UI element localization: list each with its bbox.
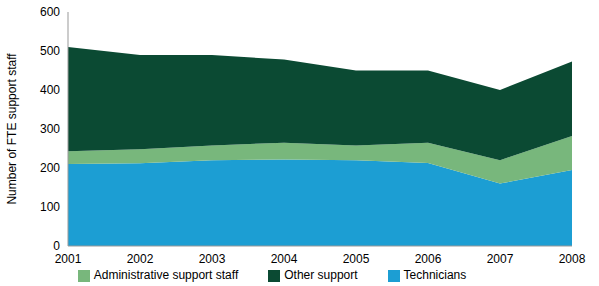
svg-text:2008: 2008 [559, 252, 586, 266]
svg-text:2003: 2003 [199, 252, 226, 266]
svg-text:Number of FTE support staff: Number of FTE support staff [8, 53, 19, 205]
svg-text:500: 500 [40, 44, 60, 58]
html-text:Technicians: Technicians [403, 268, 467, 282]
svg-text:0: 0 [53, 239, 60, 253]
svg-text:600: 600 [40, 5, 60, 19]
svg-text:2006: 2006 [415, 252, 442, 266]
svg-text:2001: 2001 [55, 252, 82, 266]
html-text:Other support: Other support [284, 268, 358, 282]
svg-text:100: 100 [40, 200, 60, 214]
svg-text:2002: 2002 [127, 252, 154, 266]
svg-text:300: 300 [40, 122, 60, 136]
svg-text:2007: 2007 [487, 252, 514, 266]
svg-text:2004: 2004 [271, 252, 298, 266]
svg-text:2005: 2005 [343, 252, 370, 266]
svg-text:200: 200 [40, 161, 60, 175]
svg-text:400: 400 [40, 83, 60, 97]
html-text:Administrative support staff: Administrative support staff [93, 268, 239, 282]
